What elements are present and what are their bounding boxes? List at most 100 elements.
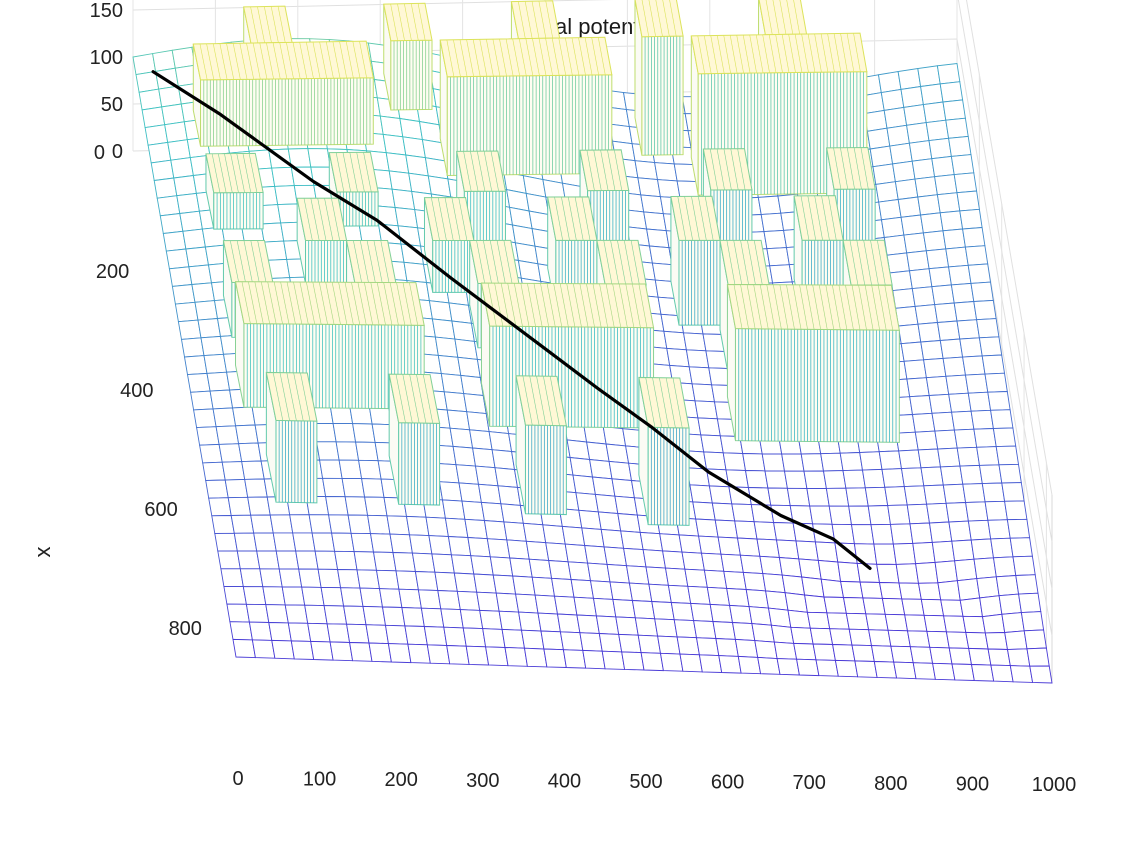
ground-cell [537, 612, 561, 633]
ground-cell [467, 537, 491, 558]
ground-cell [689, 484, 713, 504]
ground-cell [281, 586, 306, 606]
block-top-grid [243, 240, 253, 283]
ground-cell [197, 318, 222, 339]
ground-cell [446, 409, 471, 431]
ground-cell [678, 534, 703, 554]
ground-cell [981, 354, 1006, 375]
block-top-grid [736, 35, 744, 74]
ground-cell [889, 523, 914, 545]
y-tick-label: 800 [874, 773, 907, 795]
block-top-grid [280, 281, 290, 325]
ground-cell [576, 614, 600, 634]
ground-cell [890, 645, 914, 664]
ground-cell [174, 301, 199, 323]
ground-cell [161, 103, 185, 126]
block-top-grid [499, 38, 507, 77]
ground-cell [861, 468, 886, 489]
block-top-grid [726, 240, 736, 285]
ground-cell [934, 174, 958, 196]
block-top-grid [303, 198, 313, 241]
ground-cell [970, 664, 995, 682]
ground-cell [995, 445, 1020, 466]
ground-cell [378, 588, 403, 608]
block-top-grid [755, 34, 764, 73]
ground-cell [698, 654, 723, 673]
block-top-grid [662, 0, 670, 37]
ground-cell [880, 216, 905, 238]
ground-cell [851, 644, 875, 662]
ground-cell [922, 101, 947, 124]
ground-cell [262, 586, 286, 606]
block-top-grid [451, 197, 461, 241]
block-top-grid [877, 240, 886, 286]
ground-cell [353, 551, 378, 571]
obstacle-block [265, 371, 318, 504]
ground-cell [956, 319, 980, 340]
ground-cell [970, 281, 994, 302]
block-top-grid [828, 195, 837, 241]
ground-cell [1006, 518, 1031, 539]
ground-cell [945, 117, 969, 139]
block-top-grid [476, 240, 486, 284]
ground-cell [751, 623, 775, 643]
ground-cell [1009, 537, 1033, 558]
ground-cell [773, 522, 797, 542]
ground-cell [731, 503, 755, 523]
block-top-grid [840, 33, 848, 72]
ground-cell [870, 523, 894, 545]
ground-cell [936, 63, 961, 85]
block-top-grid [395, 374, 406, 423]
ground-cell [848, 628, 873, 647]
ground-cell [948, 135, 972, 157]
block-top-grid [325, 282, 335, 325]
ground-cell [920, 598, 945, 617]
ground-cell [920, 83, 944, 106]
ground-cell [884, 613, 909, 632]
ground-cell [925, 375, 950, 396]
ground-cell [239, 568, 264, 588]
ground-cell [762, 573, 786, 594]
ground-cell [815, 659, 839, 677]
block-top-grid [746, 284, 756, 329]
tick-labels: 0501001502000200400600800010020030040050… [90, 0, 1077, 796]
block-top-grid [723, 148, 732, 190]
ground-cell [936, 192, 961, 214]
ground-cell [881, 597, 906, 616]
block-top-grid [306, 42, 314, 79]
ground-cell [425, 516, 449, 537]
ground-cell [978, 336, 1003, 357]
block-top-face [758, 0, 808, 36]
ground-cell [573, 596, 597, 617]
ground-cell [564, 543, 589, 564]
block-top-grid [825, 285, 835, 330]
ground-cell [612, 598, 636, 619]
ground-cell [745, 589, 770, 609]
ground-cell [614, 495, 638, 516]
ground-cell [850, 524, 875, 545]
ground-cell [268, 622, 292, 642]
block-top-grid [522, 375, 533, 426]
ground-cell [992, 427, 1017, 448]
block-top-grid [617, 240, 626, 285]
block-top-grid [812, 284, 821, 330]
block-top-grid [659, 377, 669, 428]
ground-cell [220, 568, 244, 588]
block-top-grid [607, 149, 616, 191]
ground-cell [828, 505, 853, 526]
ground-cell [639, 531, 664, 552]
block-top-grid [765, 0, 773, 35]
z-tick-label: 0 [112, 141, 123, 163]
ground-cell [247, 496, 271, 516]
ground-cell [218, 443, 243, 463]
ground-cell [920, 466, 944, 487]
block-top-grid [853, 147, 862, 190]
ground-cell [812, 643, 836, 661]
ground-cell [914, 430, 939, 451]
ground-cell [970, 409, 994, 430]
ground-cell [912, 541, 936, 565]
ground-cell [903, 232, 927, 254]
ground-cell [898, 582, 922, 600]
ground-cell [620, 530, 644, 551]
ground-cell [375, 569, 400, 590]
